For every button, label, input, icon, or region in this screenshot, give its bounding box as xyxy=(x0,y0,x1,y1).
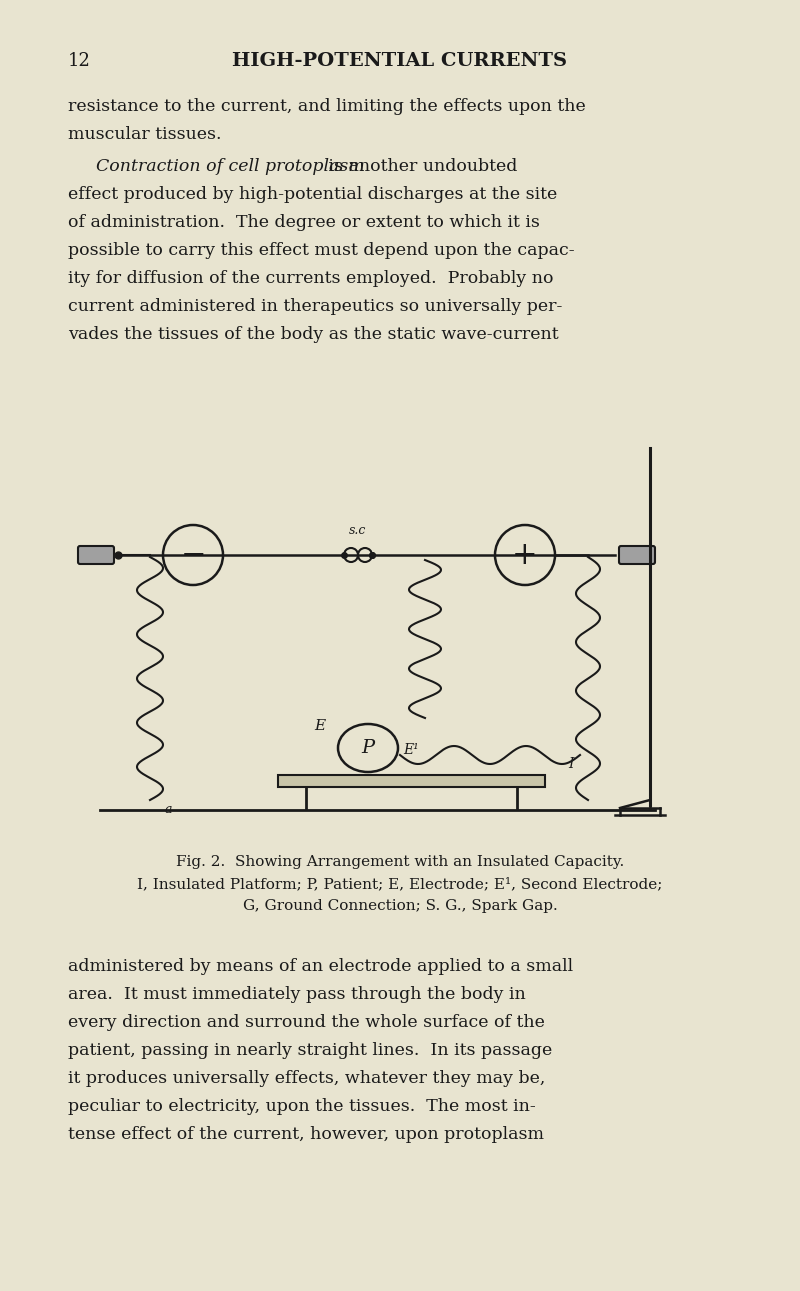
Circle shape xyxy=(344,547,358,562)
Text: E: E xyxy=(314,719,326,733)
FancyBboxPatch shape xyxy=(78,546,114,564)
Text: ity for diffusion of the currents employed.  Probably no: ity for diffusion of the currents employ… xyxy=(68,270,554,287)
Text: HIGH-POTENTIAL CURRENTS: HIGH-POTENTIAL CURRENTS xyxy=(233,52,567,70)
Text: resistance to the current, and limiting the effects upon the: resistance to the current, and limiting … xyxy=(68,98,586,115)
Text: possible to carry this effect must depend upon the capac-: possible to carry this effect must depen… xyxy=(68,241,574,259)
Text: every direction and surround the whole surface of the: every direction and surround the whole s… xyxy=(68,1013,545,1032)
Text: s.c: s.c xyxy=(350,524,366,537)
Text: Contraction of cell protoplasm: Contraction of cell protoplasm xyxy=(96,158,365,176)
Text: tense effect of the current, however, upon protoplasm: tense effect of the current, however, up… xyxy=(68,1126,544,1143)
Text: effect produced by high-potential discharges at the site: effect produced by high-potential discha… xyxy=(68,186,558,203)
Text: −: − xyxy=(180,540,206,571)
Text: it produces universally effects, whatever they may be,: it produces universally effects, whateve… xyxy=(68,1070,546,1087)
Text: vades the tissues of the body as the static wave-current: vades the tissues of the body as the sta… xyxy=(68,327,558,343)
Text: administered by means of an electrode applied to a small: administered by means of an electrode ap… xyxy=(68,958,573,975)
Circle shape xyxy=(358,547,372,562)
Text: I: I xyxy=(568,757,574,771)
Text: patient, passing in nearly straight lines.  In its passage: patient, passing in nearly straight line… xyxy=(68,1042,552,1059)
Text: P: P xyxy=(362,738,374,757)
Text: a: a xyxy=(165,803,173,816)
Text: 12: 12 xyxy=(68,52,91,70)
Text: +: + xyxy=(512,540,538,571)
Text: area.  It must immediately pass through the body in: area. It must immediately pass through t… xyxy=(68,986,526,1003)
Text: current administered in therapeutics so universally per-: current administered in therapeutics so … xyxy=(68,298,562,315)
Ellipse shape xyxy=(338,724,398,772)
Text: I, Insulated Platform; P, Patient; E, Electrode; E¹, Second Electrode;: I, Insulated Platform; P, Patient; E, El… xyxy=(138,877,662,891)
Bar xyxy=(278,775,545,788)
Text: peculiar to electricity, upon the tissues.  The most in-: peculiar to electricity, upon the tissue… xyxy=(68,1099,536,1115)
Text: of administration.  The degree or extent to which it is: of administration. The degree or extent … xyxy=(68,214,540,231)
Text: is another undoubted: is another undoubted xyxy=(323,158,518,176)
Text: G, Ground Connection; S. G., Spark Gap.: G, Ground Connection; S. G., Spark Gap. xyxy=(242,899,558,913)
Text: E¹: E¹ xyxy=(403,744,418,757)
Text: muscular tissues.: muscular tissues. xyxy=(68,127,222,143)
Circle shape xyxy=(495,525,555,585)
Circle shape xyxy=(163,525,223,585)
Text: Fig. 2.  Showing Arrangement with an Insulated Capacity.: Fig. 2. Showing Arrangement with an Insu… xyxy=(176,855,624,869)
FancyBboxPatch shape xyxy=(619,546,655,564)
